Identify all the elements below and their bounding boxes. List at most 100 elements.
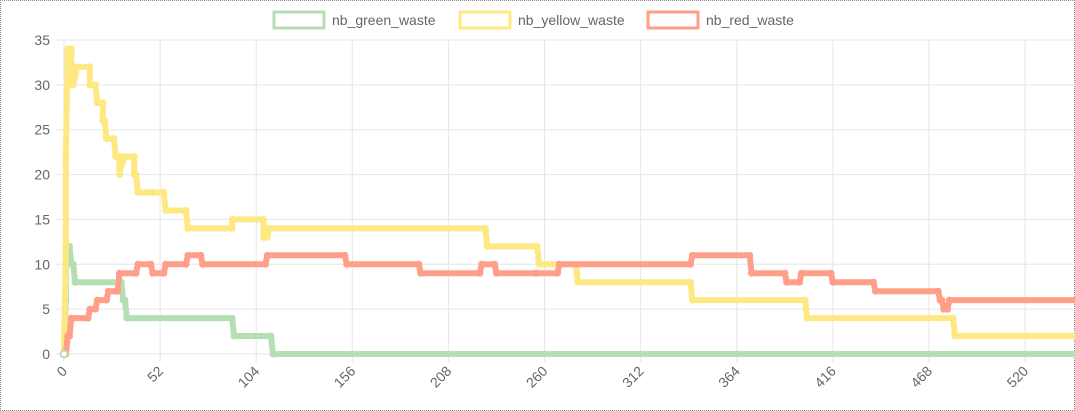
data-point xyxy=(870,278,878,286)
data-point xyxy=(746,251,754,259)
data-point xyxy=(934,287,942,295)
data-point xyxy=(827,269,835,277)
x-tick-label: 0 xyxy=(53,363,70,380)
data-point xyxy=(110,135,118,143)
series-nb_yellow_waste xyxy=(60,45,1075,358)
data-point xyxy=(93,296,101,304)
y-tick-label: 0 xyxy=(42,346,50,362)
data-point xyxy=(263,233,271,241)
data-point xyxy=(687,260,695,268)
data-point xyxy=(162,260,170,268)
data-point xyxy=(101,117,109,125)
data-point xyxy=(476,269,484,277)
data-point xyxy=(492,269,500,277)
legend-item-nb_red_waste[interactable]: nb_red_waste xyxy=(646,10,794,30)
data-point xyxy=(260,215,268,223)
y-tick-label: 20 xyxy=(34,167,50,183)
data-point xyxy=(130,153,138,161)
x-tick-label: 156 xyxy=(331,363,359,391)
data-point xyxy=(182,260,190,268)
data-point xyxy=(748,269,756,277)
series-line xyxy=(61,45,1075,357)
data-point xyxy=(481,224,489,232)
data-point xyxy=(533,269,541,277)
data-point xyxy=(343,260,351,268)
x-tick-label: 208 xyxy=(427,363,455,391)
data-point xyxy=(228,215,236,223)
data-point xyxy=(149,269,157,277)
data-point xyxy=(66,332,74,340)
data-point xyxy=(943,305,951,313)
data-point xyxy=(1071,296,1075,304)
data-point xyxy=(228,314,236,322)
data-point xyxy=(123,314,131,322)
x-tick-label: 364 xyxy=(715,363,743,391)
data-point xyxy=(162,206,170,214)
data-point xyxy=(121,153,129,161)
data-point xyxy=(801,296,809,304)
data-point xyxy=(86,63,94,71)
data-point xyxy=(86,81,94,89)
data-point xyxy=(574,278,582,286)
data-point xyxy=(341,251,349,259)
data-point xyxy=(134,260,142,268)
x-tick-label: 52 xyxy=(144,363,166,385)
data-point xyxy=(115,171,123,179)
data-point xyxy=(829,278,837,286)
x-tick-label: 104 xyxy=(235,363,263,391)
series-line xyxy=(61,252,1075,357)
data-point xyxy=(261,260,269,268)
legend[interactable]: nb_green_waste nb_yellow_waste nb_red_wast… xyxy=(272,10,794,30)
x-tick-label: 260 xyxy=(523,363,551,391)
data-point xyxy=(71,278,79,286)
data-point xyxy=(91,81,99,89)
data-point xyxy=(184,251,192,259)
legend-swatch xyxy=(272,10,326,30)
data-point xyxy=(803,314,811,322)
data-point xyxy=(71,72,79,80)
y-tick-label: 15 xyxy=(34,211,50,227)
legend-item-nb_green_waste[interactable]: nb_green_waste xyxy=(272,10,436,30)
data-point xyxy=(115,269,123,277)
data-point xyxy=(67,45,75,53)
data-point xyxy=(688,251,696,259)
data-point xyxy=(67,314,75,322)
y-tick-label: 30 xyxy=(34,77,50,93)
data-point xyxy=(269,350,277,358)
data-point xyxy=(1071,332,1075,340)
data-point xyxy=(871,287,879,295)
data-point xyxy=(533,242,541,250)
data-point xyxy=(535,260,543,268)
data-point xyxy=(688,296,696,304)
series-nb_red_waste xyxy=(60,251,1075,358)
data-point xyxy=(62,242,70,250)
data-point xyxy=(149,189,157,197)
data-point xyxy=(91,305,99,313)
data-point xyxy=(93,99,101,107)
data-point xyxy=(73,63,81,71)
legend-item-nb_yellow_waste[interactable]: nb_yellow_waste xyxy=(458,10,625,30)
series-nb_green_waste xyxy=(60,242,1075,358)
data-point xyxy=(553,269,561,277)
y-tick-label: 10 xyxy=(34,256,50,272)
data-point xyxy=(951,332,959,340)
data-point xyxy=(555,260,563,268)
data-point xyxy=(160,189,168,197)
data-point xyxy=(160,269,168,277)
x-tick-label: 520 xyxy=(1003,363,1031,391)
data-point xyxy=(263,251,271,259)
data-point xyxy=(417,269,425,277)
data-point xyxy=(132,171,140,179)
data-point xyxy=(184,224,192,232)
data-point xyxy=(104,287,112,295)
data-point xyxy=(197,251,205,259)
legend-label: nb_red_waste xyxy=(706,12,794,28)
data-point xyxy=(132,269,140,277)
data-point xyxy=(182,206,190,214)
data-point xyxy=(69,81,77,89)
data-point xyxy=(796,278,804,286)
data-point xyxy=(230,332,238,340)
data-point xyxy=(949,314,957,322)
grid-lines xyxy=(56,39,1075,362)
data-point xyxy=(84,314,92,322)
